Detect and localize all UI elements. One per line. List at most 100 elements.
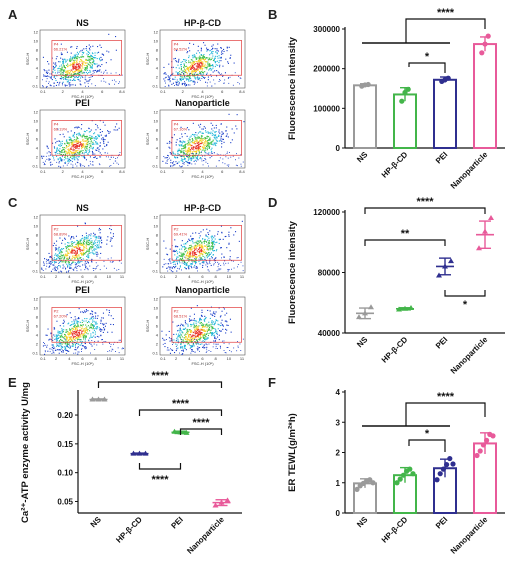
- flow-event: [76, 69, 78, 71]
- flow-event: [111, 245, 113, 247]
- flow-event: [194, 325, 196, 327]
- flow-event: [210, 256, 212, 258]
- flow-event: [91, 325, 93, 327]
- flow-event: [69, 82, 71, 84]
- flow-event: [65, 78, 67, 80]
- flow-event: [77, 318, 79, 320]
- significance-label: *: [463, 299, 468, 311]
- flow-event: [115, 81, 117, 83]
- flow-event: [76, 244, 78, 246]
- flow-event: [183, 245, 185, 247]
- flow-event: [89, 318, 91, 320]
- flow-event: [189, 347, 191, 349]
- flow-event: [192, 57, 194, 59]
- flow-event: [200, 67, 202, 69]
- flow-event: [208, 242, 210, 244]
- flow-event: [96, 70, 98, 72]
- flow-event: [175, 245, 177, 247]
- flow-event: [226, 247, 228, 249]
- flow-event: [176, 257, 178, 259]
- flow-event: [198, 143, 200, 145]
- flow-event: [96, 266, 98, 267]
- flow-event: [192, 345, 194, 347]
- flow-event: [163, 73, 165, 75]
- flow-event: [100, 134, 102, 136]
- flow-event: [189, 151, 191, 153]
- flow-y-tick: 4: [156, 66, 159, 71]
- flow-event: [217, 50, 219, 52]
- flow-event: [49, 338, 51, 340]
- flow-event: [96, 66, 98, 68]
- flow-event: [73, 139, 75, 141]
- flow-event: [66, 337, 68, 339]
- flow-event: [169, 79, 170, 81]
- flow-event: [69, 71, 71, 73]
- flow-event: [86, 62, 88, 64]
- flow-event: [78, 79, 80, 81]
- flow-event: [86, 147, 88, 149]
- flow-event: [190, 346, 192, 348]
- flow-event: [60, 64, 62, 66]
- flow-event: [107, 331, 109, 333]
- flow-event: [84, 318, 86, 320]
- flow-event: [187, 69, 189, 71]
- flow-event: [190, 263, 192, 265]
- flow-event: [181, 155, 183, 157]
- flow-event: [183, 340, 185, 342]
- flow-event: [196, 328, 198, 330]
- flow-event: [225, 130, 227, 132]
- flow-event: [83, 130, 85, 132]
- flow-event: [212, 130, 214, 132]
- flow-event: [197, 243, 199, 245]
- flow-event: [56, 339, 58, 341]
- flow-event: [176, 155, 178, 157]
- flow-event: [225, 262, 227, 264]
- flow-event: [47, 72, 49, 73]
- flow-event: [179, 258, 181, 260]
- flow-event: [216, 136, 218, 138]
- flow-event: [188, 249, 190, 251]
- flow-event: [165, 334, 167, 336]
- flow-event: [198, 147, 200, 149]
- flow-event: [206, 338, 208, 340]
- flow-event: [74, 342, 75, 344]
- y-tick-label: 0.15: [57, 440, 73, 449]
- flow-event: [90, 343, 92, 345]
- flow-event: [99, 269, 101, 271]
- flow-event: [78, 65, 80, 67]
- flow-event: [56, 258, 58, 260]
- flow-event: [208, 255, 210, 257]
- flow-event: [77, 338, 79, 340]
- flow-event: [56, 335, 58, 337]
- flow-event: [73, 339, 75, 341]
- flow-event: [216, 75, 218, 77]
- flow-event: [63, 329, 65, 331]
- flow-event: [80, 242, 82, 244]
- flow-event: [170, 142, 172, 144]
- flow-event: [91, 55, 93, 57]
- flow-event: [200, 68, 202, 70]
- flow-event: [57, 72, 58, 74]
- flow-event: [77, 326, 79, 328]
- flow-event: [198, 332, 200, 334]
- flow-event: [214, 313, 216, 315]
- flow-event: [86, 248, 88, 250]
- flow-y-tick: 4: [156, 251, 159, 256]
- flow-event: [184, 144, 186, 146]
- flow-event: [97, 69, 99, 71]
- flow-event: [220, 330, 222, 332]
- flow-event: [211, 333, 213, 335]
- flow-event: [197, 81, 198, 83]
- flow-event: [71, 158, 73, 160]
- flow-event: [93, 329, 95, 331]
- flow-event: [93, 143, 95, 145]
- flow-event: [64, 347, 66, 349]
- flow-event: [88, 320, 90, 322]
- flow-event: [71, 249, 73, 251]
- flow-event: [70, 76, 72, 78]
- flow-event: [65, 336, 67, 338]
- flow-x-tick: 4: [81, 169, 84, 174]
- flow-event: [56, 140, 58, 142]
- flow-x-tick: 10: [227, 274, 232, 279]
- flow-event: [61, 336, 63, 338]
